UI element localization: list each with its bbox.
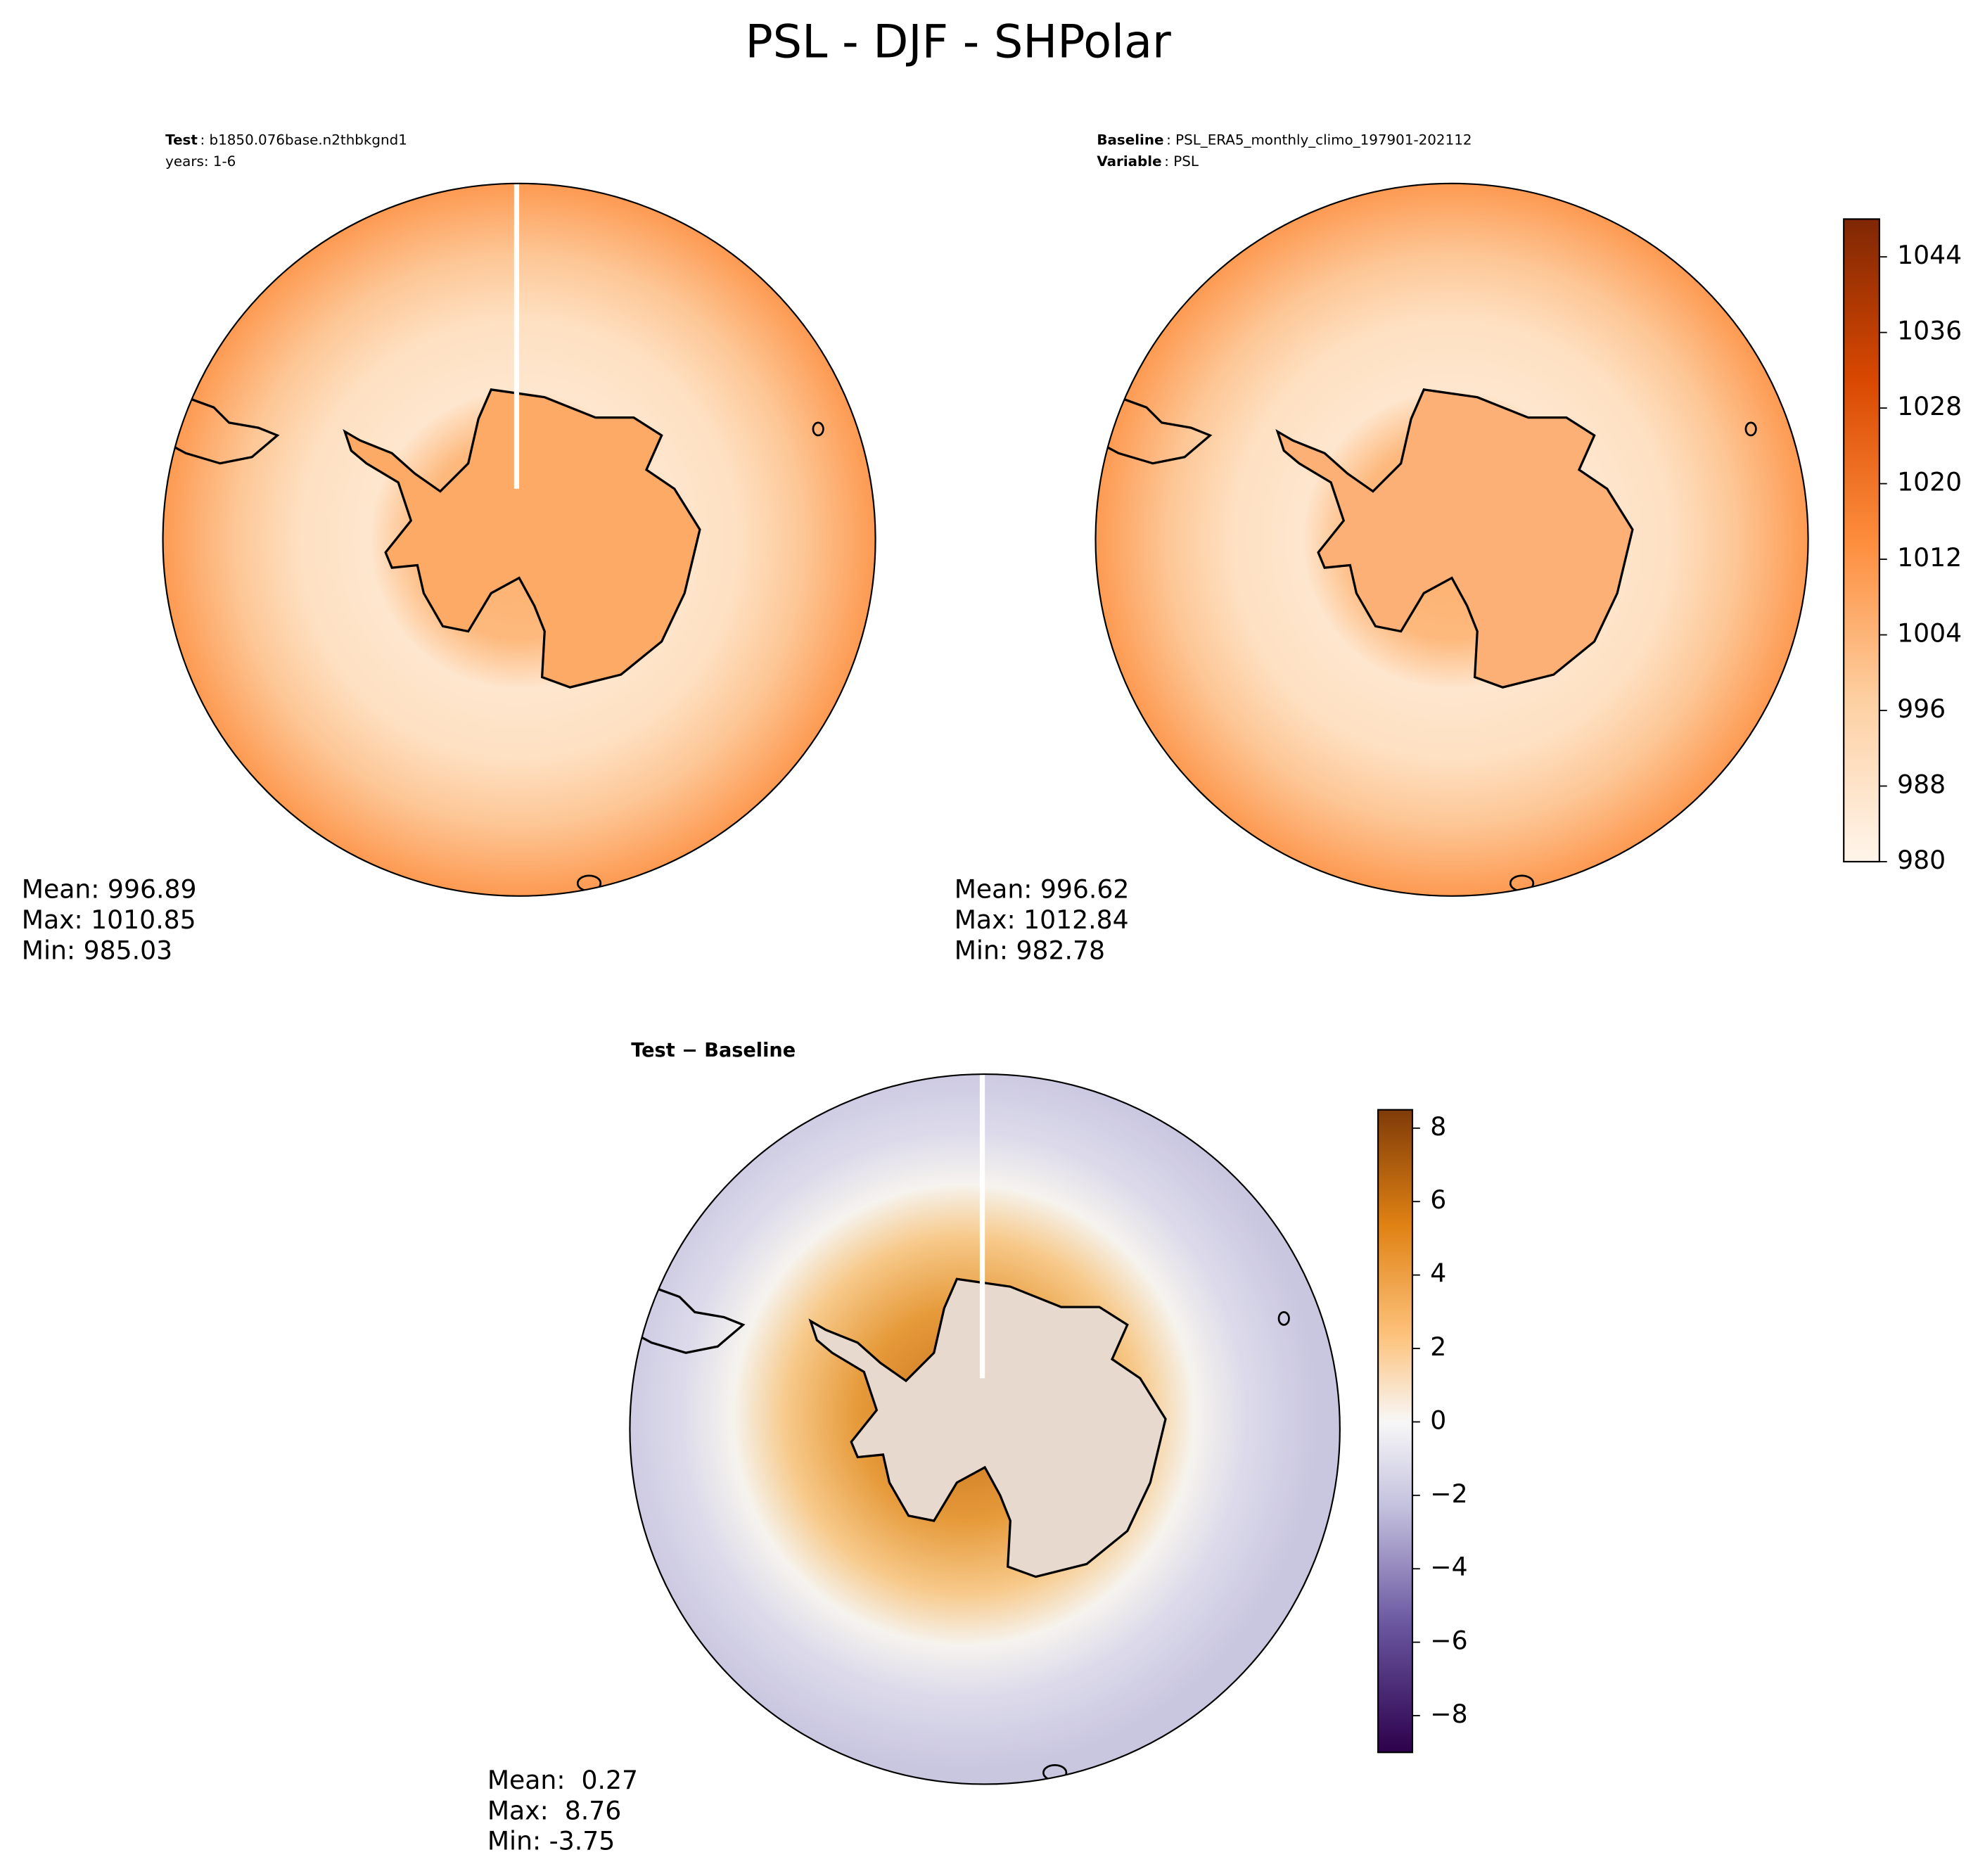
map	[1095, 183, 1808, 896]
map-border	[1094, 182, 1809, 897]
island	[1744, 421, 1757, 437]
header-text: : b1850.076base.n2thbkgnd1	[200, 132, 407, 148]
stat-text: Min: 982.78	[955, 935, 1105, 965]
colorbar-tick-label: −4	[1430, 1552, 1467, 1582]
map	[630, 1074, 1340, 1785]
header-label: Test	[165, 132, 198, 148]
coastline	[167, 395, 280, 465]
header-text: : PSL_ERA5_monthly_climo_197901-202112	[1166, 132, 1472, 148]
colorbar-tick-label: 8	[1430, 1111, 1446, 1142]
panel-title: Test − Baseline	[631, 1040, 796, 1061]
island	[812, 421, 824, 437]
colorbar-tick-label: 1012	[1897, 542, 1962, 573]
colorbar-tick-label: 4	[1430, 1258, 1446, 1289]
colorbar	[1377, 1109, 1414, 1754]
coastline	[1100, 395, 1213, 465]
map	[162, 183, 876, 896]
panel-header: Variable: PSL	[1097, 153, 1199, 170]
map-border	[629, 1073, 1341, 1785]
stat-text: Max: 1010.85	[22, 905, 196, 935]
header-label: Variable	[1097, 153, 1161, 170]
colorbar-tick-label: 0	[1430, 1405, 1446, 1435]
colorbar-tick-label: −8	[1430, 1699, 1467, 1729]
colorbar-tick-label: −6	[1430, 1626, 1467, 1656]
stat-text: Mean: 996.62	[955, 874, 1130, 905]
colorbar	[1843, 218, 1880, 863]
header-text: : PSL	[1164, 153, 1199, 170]
colorbar-tick-label: 980	[1897, 845, 1946, 875]
colorbar-tick-label: 1004	[1897, 618, 1962, 649]
panel-header: years: 1-6	[165, 153, 236, 170]
stat-text: Max: 1012.84	[955, 905, 1129, 935]
colorbar-tick-label: 6	[1430, 1185, 1446, 1215]
colorbar-tick-label: 996	[1897, 694, 1946, 724]
coastline	[633, 1285, 746, 1354]
colorbar-tick-label: −2	[1430, 1479, 1467, 1509]
colorbar-tick-label: 988	[1897, 769, 1946, 799]
header-label: Baseline	[1097, 132, 1163, 148]
continent-fill	[808, 1277, 1167, 1578]
panel-header: Baseline: PSL_ERA5_monthly_climo_197901-…	[1097, 132, 1472, 148]
colorbar-tick-label: 1036	[1897, 316, 1962, 346]
colorbar-tick-label: 1028	[1897, 391, 1962, 421]
stat-text: Mean: 996.89	[22, 874, 197, 905]
figure-title: PSL - DJF - SHPolar	[746, 16, 1171, 69]
stat-text: Min: -3.75	[487, 1826, 615, 1856]
stat-text: Min: 985.03	[22, 935, 172, 965]
colorbar-tick-label: 1044	[1897, 240, 1962, 270]
panel-header: Test: b1850.076base.n2thbkgnd1	[165, 132, 407, 148]
stat-text: Max: 8.76	[487, 1795, 621, 1825]
stat-text: Mean: 0.27	[487, 1765, 638, 1795]
colorbar-tick-label: 1020	[1897, 467, 1962, 497]
header-text: years: 1-6	[165, 153, 236, 170]
continent-fill	[343, 388, 701, 689]
map-border	[162, 182, 876, 897]
continent-fill	[1275, 388, 1634, 689]
island	[1277, 1310, 1290, 1326]
colorbar-tick-label: 2	[1430, 1332, 1446, 1362]
